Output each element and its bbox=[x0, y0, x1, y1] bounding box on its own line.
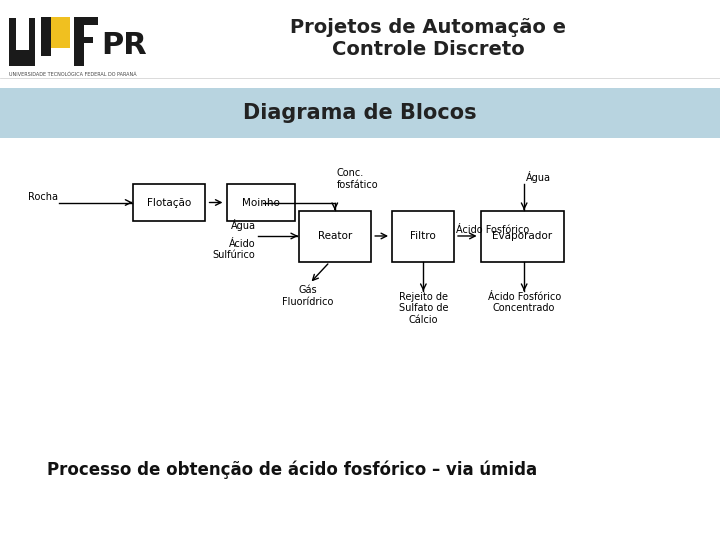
Bar bbox=[0, 88, 720, 138]
FancyBboxPatch shape bbox=[52, 17, 70, 48]
Text: Ácido Fosfórico
Concentrado: Ácido Fosfórico Concentrado bbox=[487, 292, 561, 313]
Text: Gás
Fluorídrico: Gás Fluorídrico bbox=[282, 285, 334, 307]
Text: Rocha: Rocha bbox=[27, 192, 58, 202]
Text: Processo de obtenção de ácido fosfórico – via úmida: Processo de obtenção de ácido fosfórico … bbox=[47, 461, 537, 479]
FancyBboxPatch shape bbox=[41, 18, 52, 56]
FancyBboxPatch shape bbox=[74, 17, 84, 66]
Text: Água: Água bbox=[230, 219, 256, 231]
Text: Diagrama de Blocos: Diagrama de Blocos bbox=[243, 103, 477, 123]
Text: Água: Água bbox=[526, 171, 552, 183]
Text: Filtro: Filtro bbox=[410, 231, 436, 241]
Text: Evaporador: Evaporador bbox=[492, 231, 552, 241]
FancyBboxPatch shape bbox=[16, 16, 29, 50]
Text: Ácido Fosfórico: Ácido Fosfórico bbox=[456, 225, 530, 235]
FancyBboxPatch shape bbox=[41, 17, 70, 25]
Text: UNIVERSIDADE TECNOLÓGICA FEDERAL DO PARANÁ: UNIVERSIDADE TECNOLÓGICA FEDERAL DO PARA… bbox=[9, 72, 137, 77]
FancyBboxPatch shape bbox=[74, 37, 93, 43]
Text: Rejeito de
Sulfato de
Cálcio: Rejeito de Sulfato de Cálcio bbox=[399, 292, 448, 325]
Bar bbox=[227, 184, 295, 221]
Text: Flotação: Flotação bbox=[147, 198, 192, 207]
Text: Conc.
fosfático: Conc. fosfático bbox=[337, 168, 379, 190]
Text: Moinho: Moinho bbox=[242, 198, 280, 207]
Text: PR: PR bbox=[101, 31, 147, 59]
Text: Ácido
Sulfúrico: Ácido Sulfúrico bbox=[213, 239, 256, 260]
Bar bbox=[481, 211, 564, 262]
FancyBboxPatch shape bbox=[74, 17, 98, 25]
Bar bbox=[299, 211, 371, 262]
Bar bbox=[392, 211, 454, 262]
Text: Projetos de Automação e
Controle Discreto: Projetos de Automação e Controle Discret… bbox=[290, 18, 567, 59]
FancyBboxPatch shape bbox=[9, 18, 35, 66]
Text: Reator: Reator bbox=[318, 231, 352, 241]
Bar bbox=[133, 184, 205, 221]
